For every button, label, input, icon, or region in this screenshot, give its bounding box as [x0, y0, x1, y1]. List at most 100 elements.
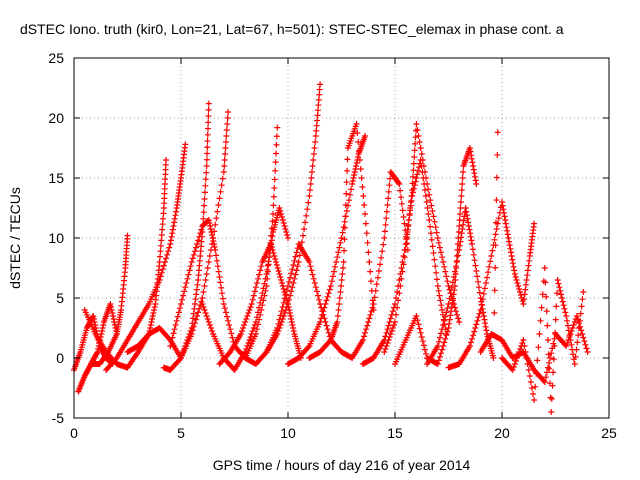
data-point: [425, 186, 432, 193]
data-point: [422, 193, 429, 199]
data-point: [108, 304, 115, 310]
data-point: [528, 385, 535, 391]
data-point: [245, 310, 252, 316]
data-point: [304, 206, 311, 213]
data-point: [556, 284, 563, 291]
data-point: [543, 308, 550, 315]
data-point: [184, 275, 191, 282]
data-point: [174, 313, 181, 320]
data-point: [272, 256, 279, 262]
data-point: [515, 283, 522, 289]
data-point: [170, 330, 177, 337]
data-point: [306, 259, 313, 265]
data-point: [490, 355, 497, 361]
data-point: [200, 215, 207, 222]
data-point: [407, 205, 414, 211]
data-point: [443, 332, 450, 339]
data-point: [397, 194, 404, 201]
data-point: [201, 307, 208, 313]
data-point: [408, 193, 415, 199]
data-point: [157, 248, 164, 255]
data-point: [439, 307, 446, 313]
data-point: [475, 314, 482, 321]
data-point: [161, 259, 168, 265]
data-point: [457, 199, 464, 205]
data-point: [456, 319, 463, 325]
data-point: [366, 315, 373, 322]
data-point: [447, 290, 454, 297]
data-point: [175, 309, 182, 316]
data-point: [571, 361, 578, 367]
data-point: [442, 335, 449, 342]
data-point: [286, 278, 293, 285]
data-point: [259, 290, 266, 297]
data-point: [207, 223, 214, 229]
data-point: [538, 304, 545, 311]
data-point: [305, 199, 312, 206]
data-point: [431, 256, 438, 263]
data-point: [195, 309, 202, 316]
data-point: [399, 268, 406, 275]
data-point: [189, 327, 196, 334]
data-point: [157, 253, 164, 260]
data-point: [158, 237, 165, 244]
data-point: [270, 211, 277, 217]
data-point: [491, 309, 498, 316]
data-point: [218, 182, 225, 189]
data-point: [428, 202, 435, 209]
data-point: [244, 343, 251, 349]
data-point: [440, 259, 447, 265]
data-point: [323, 297, 330, 304]
data-point: [472, 262, 479, 269]
data-point: [495, 215, 502, 222]
data-point: [279, 283, 286, 289]
data-point: [244, 313, 251, 319]
data-point: [182, 284, 189, 291]
data-point: [251, 288, 258, 295]
data-point: [550, 356, 557, 363]
y-tick-label: 0: [56, 350, 64, 366]
data-point: [203, 271, 210, 277]
data-point: [182, 141, 189, 148]
y-axis-label: dSTEC / TECUs: [7, 187, 23, 289]
data-point: [562, 309, 569, 316]
data-point: [274, 265, 281, 271]
data-point: [434, 361, 441, 367]
data-point: [392, 301, 398, 307]
data-point: [403, 241, 410, 247]
data-point: [201, 283, 208, 289]
data-point: [329, 273, 336, 280]
data-point: [288, 316, 295, 322]
data-point: [222, 151, 229, 157]
data-point: [438, 350, 445, 357]
data-point: [341, 247, 348, 254]
data-point: [480, 313, 487, 319]
data-point: [532, 383, 539, 390]
data-point: [264, 262, 271, 269]
data-point: [582, 341, 589, 348]
data-point: [224, 121, 231, 127]
data-point: [218, 284, 225, 291]
data-point: [464, 215, 471, 222]
data-point: [533, 370, 540, 377]
data-point: [349, 181, 356, 187]
data-point: [470, 251, 477, 258]
data-point: [439, 254, 446, 261]
data-point: [267, 241, 274, 247]
data-point: [491, 287, 498, 294]
data-point: [283, 229, 290, 235]
data-point: [95, 346, 102, 352]
data-point: [567, 331, 574, 337]
data-point: [158, 269, 165, 276]
data-point: [277, 274, 284, 280]
data-point: [110, 316, 117, 322]
data-point: [413, 313, 420, 319]
data-point: [411, 147, 418, 154]
data-point: [196, 305, 203, 312]
data-point: [333, 259, 340, 265]
data-point: [440, 343, 447, 349]
data-point: [481, 285, 488, 292]
data-point: [550, 369, 557, 376]
data-point: [160, 210, 167, 217]
